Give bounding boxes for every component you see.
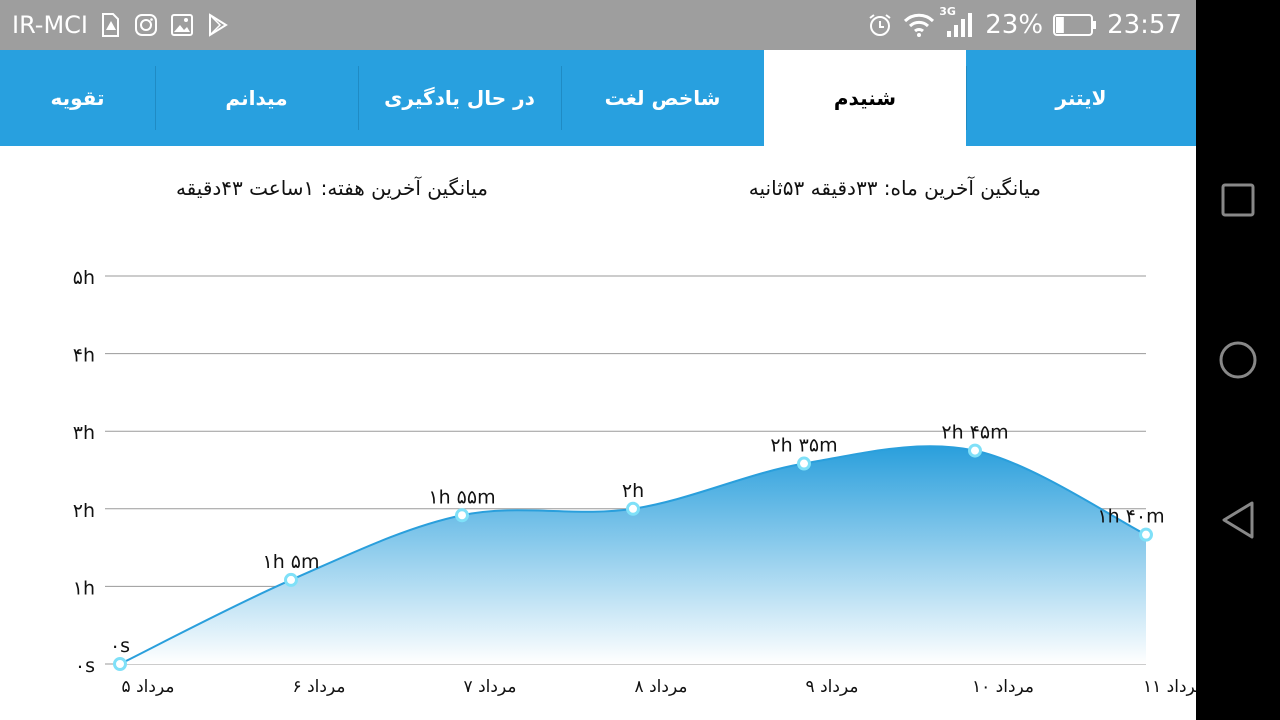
y-tick-label: ۲h: [73, 500, 95, 522]
tab-reinforce[interactable]: تقویه: [0, 50, 155, 146]
data-point[interactable]: [1139, 527, 1153, 542]
tab-leitner[interactable]: لایتنر: [966, 50, 1196, 146]
status-right: 3G 23% 23:57: [867, 0, 1182, 50]
recent-apps-icon[interactable]: [1216, 178, 1260, 222]
data-point[interactable]: [626, 501, 640, 516]
x-axis-label: ۱۰ مرداد: [972, 677, 1034, 697]
play-store-icon: [206, 13, 230, 37]
tab-bar: لایتنر شنیدم شاخص لغت در حال یادگیری مید…: [0, 50, 1196, 146]
x-axis-label: ۹ مرداد: [806, 677, 859, 697]
data-point[interactable]: [455, 508, 469, 523]
y-tick-label: ۱h: [73, 577, 95, 599]
week-average: میانگین آخرین هفته: ۱ساعت ۴۳دقیقه: [175, 176, 488, 200]
tab-label: در حال یادگیری: [384, 86, 535, 110]
battery-percent: 23%: [985, 10, 1044, 40]
data-point[interactable]: [797, 456, 811, 471]
image-icon: [170, 13, 194, 37]
y-tick-label: ۵h: [73, 267, 95, 289]
x-axis-label: ۵ مرداد: [122, 677, 175, 697]
x-axis-label: ۷ مرداد: [464, 677, 517, 697]
back-icon[interactable]: [1216, 498, 1260, 542]
status-left: IR-MCI: [12, 0, 230, 50]
data-label: ۲h: [622, 480, 644, 502]
tab-label: میدانم: [225, 86, 288, 110]
clock-time: 23:57: [1107, 10, 1182, 40]
tab-learning[interactable]: در حال یادگیری: [358, 50, 561, 146]
y-tick-label: ۳h: [73, 422, 95, 444]
tab-word-index[interactable]: شاخص لغت: [561, 50, 764, 146]
data-label: ۲h ۳۵m: [770, 435, 837, 457]
tab-known[interactable]: میدانم: [155, 50, 358, 146]
battery-icon: [1053, 13, 1097, 37]
data-label: ۲h ۴۵m: [941, 422, 1008, 444]
y-tick-label: ۴h: [73, 345, 95, 367]
app-content: لایتنر شنیدم شاخص لغت در حال یادگیری مید…: [0, 50, 1196, 720]
data-label: ۰s: [110, 635, 130, 657]
status-bar: IR-MCI 3G 23% 23:57: [0, 0, 1196, 50]
x-axis-label: ۶ مرداد: [293, 677, 346, 697]
sim-alert-icon: [100, 12, 122, 38]
x-axis-label: ۱۱ مرداد: [1143, 677, 1196, 697]
tab-label: لایتنر: [1055, 86, 1107, 110]
alarm-icon: [867, 12, 893, 38]
data-point[interactable]: [968, 443, 982, 458]
navigation-bar: [1196, 0, 1280, 720]
y-tick-label: ۰s: [75, 655, 95, 677]
data-label: ۱h ۴۰m: [1097, 506, 1164, 528]
tab-heard[interactable]: شنیدم: [764, 50, 966, 146]
carrier-name: IR-MCI: [12, 11, 88, 39]
data-point[interactable]: [113, 657, 127, 671]
wifi-icon: [903, 12, 935, 38]
month-average: میانگین آخرین ماه: ۳۳دقیقه ۵۳ثانیه: [748, 176, 1041, 200]
tab-label: تقویه: [50, 86, 105, 110]
instagram-icon: [134, 13, 158, 37]
daily-listening-chart: ۰s ۱h ۲h ۳h ۴h ۵h ۰s ۵ مرداد ۱h ۵m ۶ مرداد ۱h ۵۵m…: [73, 267, 1196, 697]
home-icon[interactable]: [1216, 338, 1260, 382]
data-label: ۱h ۵m: [263, 551, 320, 573]
network-type: 3G: [939, 5, 956, 18]
tab-label: شنیدم: [833, 86, 897, 110]
x-axis-label: ۸ مرداد: [635, 677, 688, 697]
data-point[interactable]: [284, 572, 298, 587]
tab-label: شاخص لغت: [604, 86, 721, 110]
data-label: ۱h ۵۵m: [428, 486, 495, 508]
area-fill: [120, 446, 1146, 664]
signal-icon: 3G: [939, 5, 975, 39]
